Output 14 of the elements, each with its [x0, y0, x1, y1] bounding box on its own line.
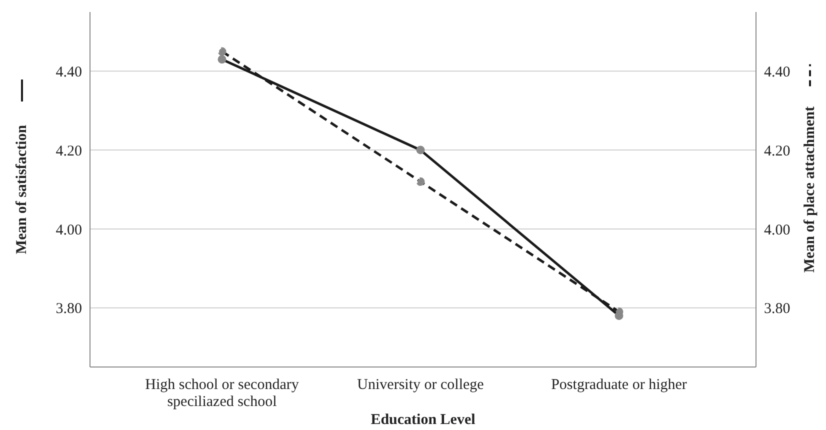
x-axis-title: Education Level — [370, 412, 476, 428]
y2-axis-title: Mean of place attachment — [802, 106, 818, 273]
x-tick-label: Postgraduate or higher — [551, 377, 687, 393]
y-tick-label: 3.80 — [56, 301, 82, 318]
y2-tick-label: 3.80 — [764, 301, 790, 318]
y-tick-label: 4.40 — [56, 64, 82, 80]
y-axis-title: Mean of satisfaction — [14, 124, 30, 254]
y2-tick-label: 4.00 — [764, 222, 790, 238]
y2-tick-label: 4.20 — [764, 143, 790, 160]
y-tick-label: 4.20 — [56, 143, 82, 160]
x-tick-label: High school or secondary speciliazed school — [145, 377, 300, 410]
y-tick-label: 4.00 — [56, 222, 82, 238]
y2-tick-label: 4.40 — [764, 64, 790, 80]
x-tick-label: University or college — [357, 377, 484, 393]
